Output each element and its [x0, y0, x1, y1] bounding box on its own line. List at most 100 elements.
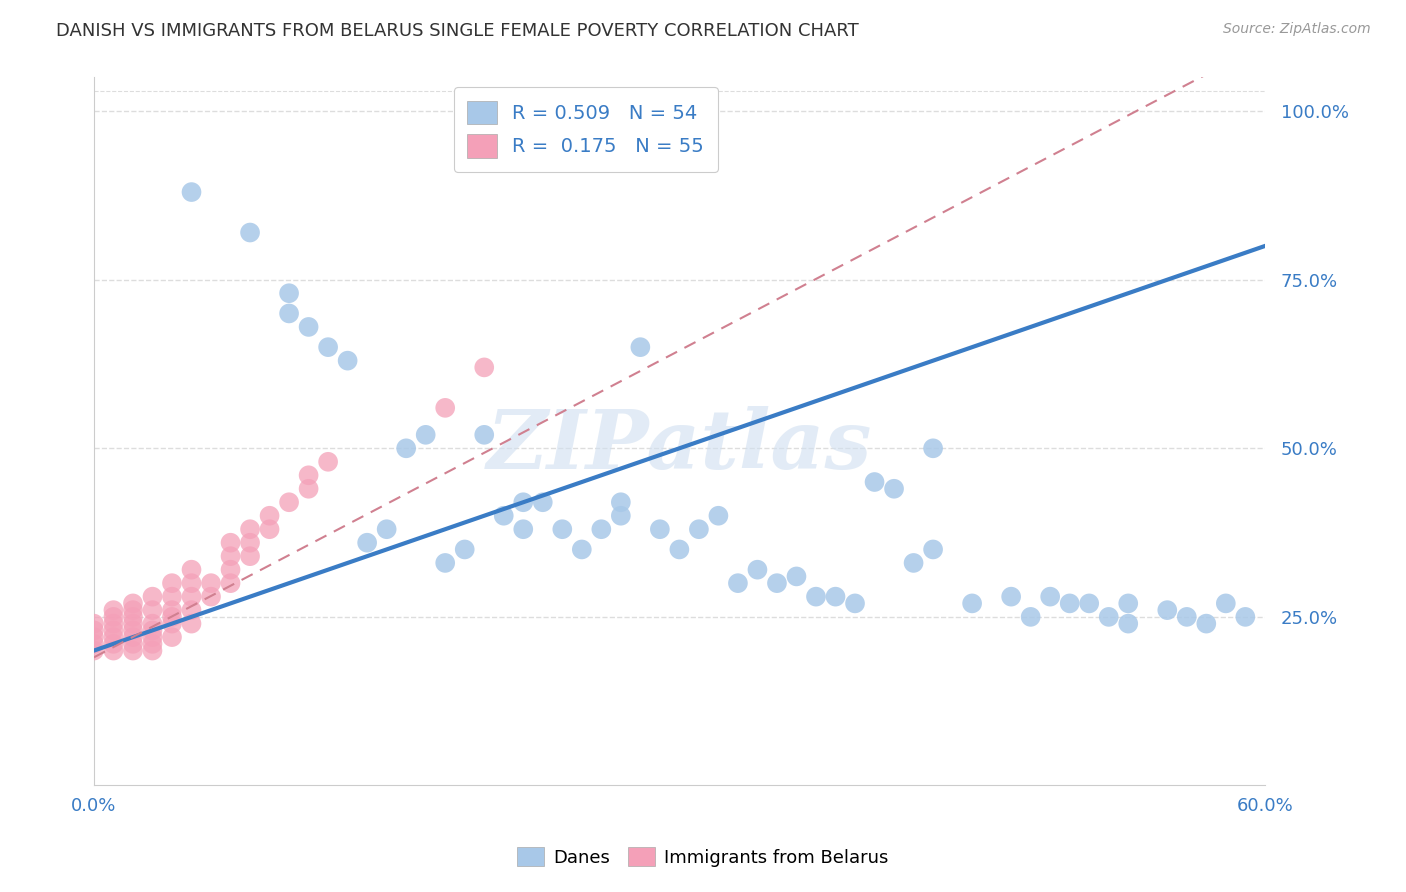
Point: [141, 637, 163, 651]
Point: [316, 455, 339, 469]
Point: [297, 320, 319, 334]
Point: [141, 616, 163, 631]
Point: [83, 637, 105, 651]
Point: [395, 442, 418, 456]
Point: [122, 643, 145, 657]
Text: DANISH VS IMMIGRANTS FROM BELARUS SINGLE FEMALE POVERTY CORRELATION CHART: DANISH VS IMMIGRANTS FROM BELARUS SINGLE…: [56, 22, 859, 40]
Point: [922, 542, 945, 557]
Point: [785, 569, 807, 583]
Point: [472, 360, 495, 375]
Point: [278, 495, 301, 509]
Point: [160, 630, 183, 644]
Point: [239, 226, 262, 240]
Point: [512, 495, 534, 509]
Point: [512, 522, 534, 536]
Point: [1195, 616, 1218, 631]
Point: [804, 590, 827, 604]
Text: Source: ZipAtlas.com: Source: ZipAtlas.com: [1223, 22, 1371, 37]
Point: [239, 522, 262, 536]
Point: [1000, 590, 1022, 604]
Point: [239, 535, 262, 549]
Point: [103, 616, 125, 631]
Point: [610, 508, 633, 523]
Point: [122, 603, 145, 617]
Point: [160, 616, 183, 631]
Point: [1156, 603, 1178, 617]
Point: [1078, 596, 1101, 610]
Point: [103, 603, 125, 617]
Point: [551, 522, 574, 536]
Point: [141, 624, 163, 638]
Point: [1039, 590, 1062, 604]
Point: [122, 596, 145, 610]
Point: [83, 616, 105, 631]
Point: [141, 603, 163, 617]
Point: [278, 306, 301, 320]
Point: [278, 286, 301, 301]
Point: [883, 482, 905, 496]
Point: [180, 590, 202, 604]
Point: [219, 549, 242, 564]
Point: [141, 643, 163, 657]
Point: [336, 353, 359, 368]
Point: [591, 522, 613, 536]
Point: [960, 596, 983, 610]
Point: [259, 508, 281, 523]
Point: [1215, 596, 1237, 610]
Point: [160, 576, 183, 591]
Point: [356, 535, 378, 549]
Point: [83, 643, 105, 657]
Point: [727, 576, 749, 591]
Point: [200, 576, 222, 591]
Point: [1098, 610, 1121, 624]
Point: [180, 185, 202, 199]
Point: [571, 542, 593, 557]
Point: [160, 590, 183, 604]
Point: [766, 576, 789, 591]
Point: [648, 522, 671, 536]
Point: [922, 442, 945, 456]
Point: [122, 610, 145, 624]
Point: [122, 630, 145, 644]
Point: [83, 624, 105, 638]
Point: [628, 340, 651, 354]
Point: [103, 643, 125, 657]
Point: [122, 637, 145, 651]
Point: [375, 522, 398, 536]
Point: [668, 542, 690, 557]
Point: [863, 475, 886, 489]
Point: [472, 427, 495, 442]
Point: [1234, 610, 1257, 624]
Point: [415, 427, 437, 442]
Point: [434, 556, 457, 570]
Point: [103, 610, 125, 624]
Point: [160, 603, 183, 617]
Point: [122, 616, 145, 631]
Point: [180, 616, 202, 631]
Point: [1019, 610, 1042, 624]
Point: [1116, 596, 1139, 610]
Point: [531, 495, 554, 509]
Point: [747, 563, 769, 577]
Point: [824, 590, 846, 604]
Point: [688, 522, 710, 536]
Point: [316, 340, 339, 354]
Point: [297, 468, 319, 483]
Point: [83, 630, 105, 644]
Point: [707, 508, 730, 523]
Point: [200, 590, 222, 604]
Point: [844, 596, 866, 610]
Point: [141, 590, 163, 604]
Point: [297, 482, 319, 496]
Point: [454, 542, 477, 557]
Point: [219, 576, 242, 591]
Point: [239, 549, 262, 564]
Point: [219, 563, 242, 577]
Point: [180, 563, 202, 577]
Point: [1059, 596, 1081, 610]
Point: [103, 637, 125, 651]
Point: [141, 630, 163, 644]
Text: ZIPatlas: ZIPatlas: [486, 406, 872, 485]
Point: [610, 495, 633, 509]
Point: [492, 508, 515, 523]
